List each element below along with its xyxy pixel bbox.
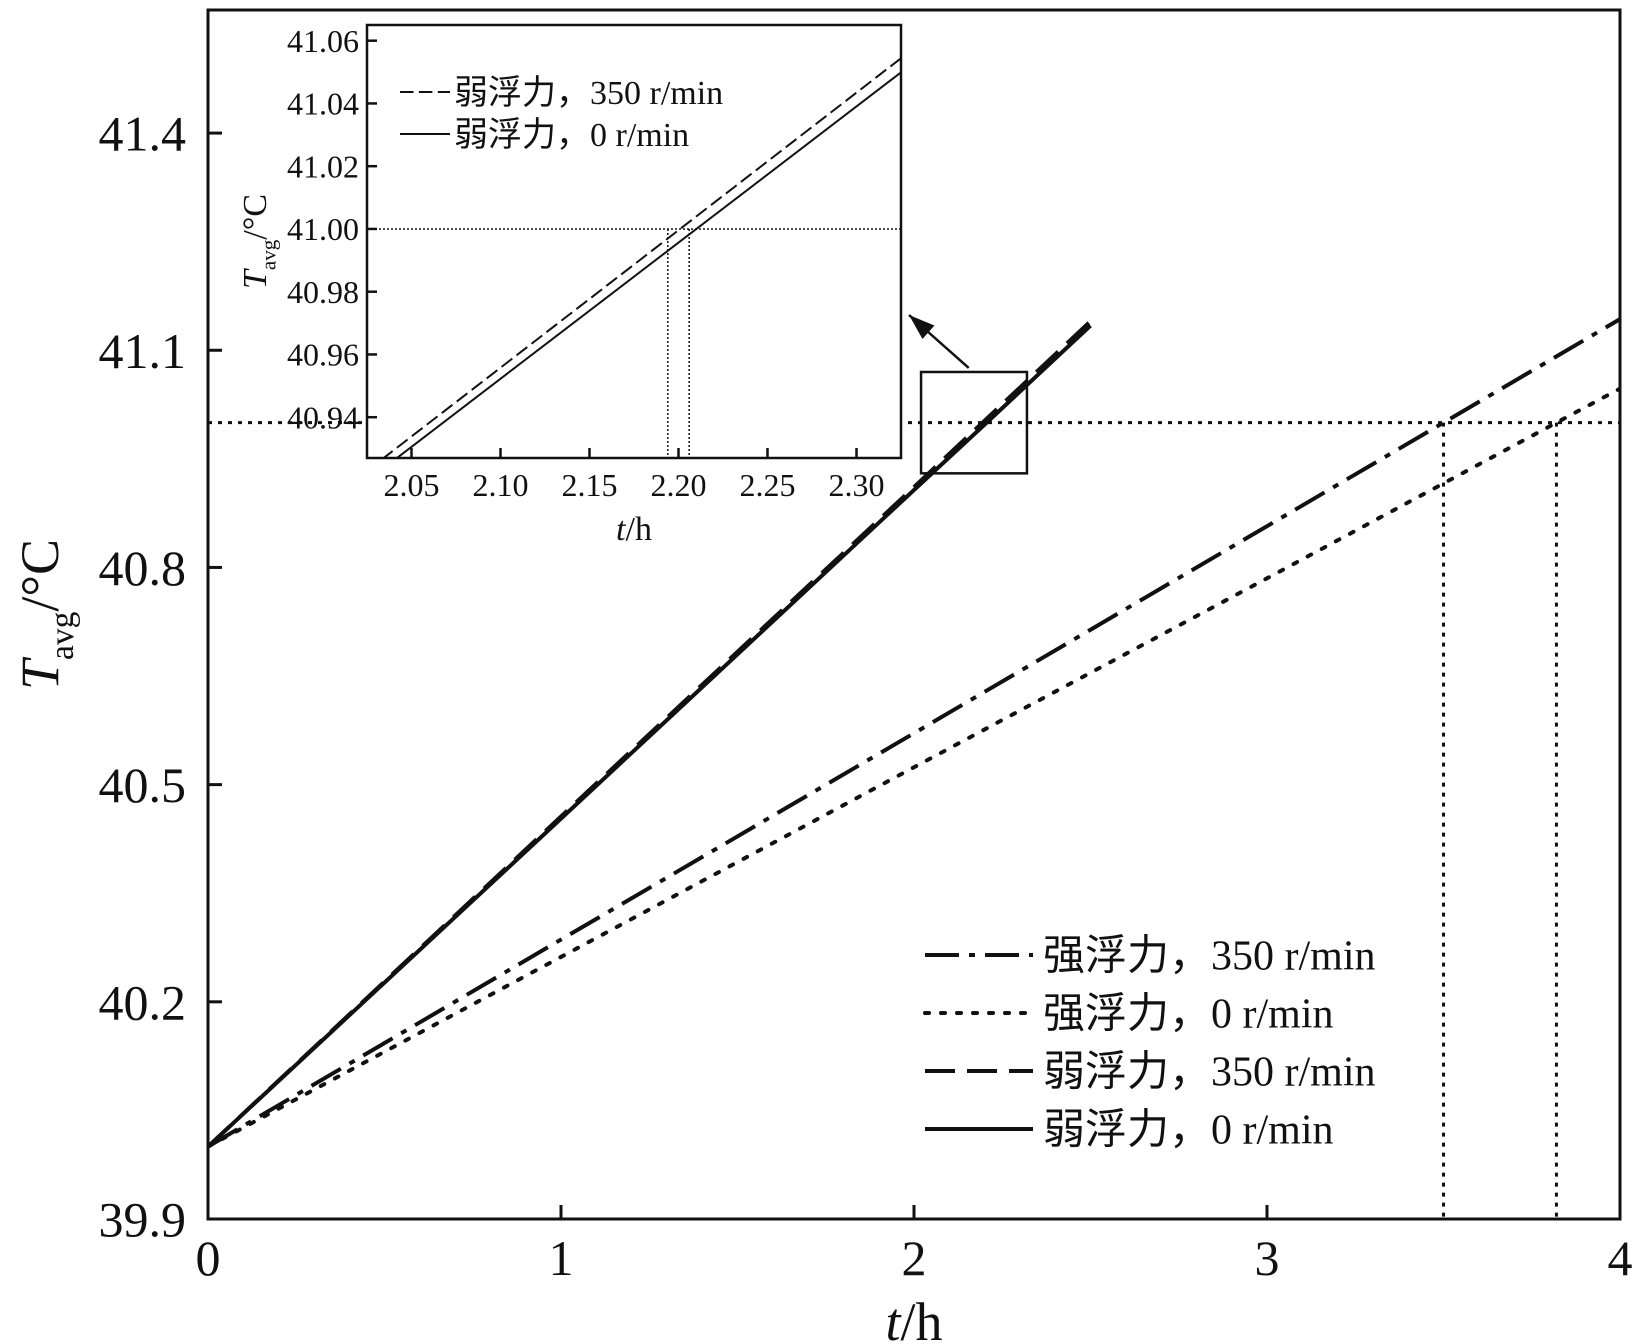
inset-y-axis-symbol: T bbox=[237, 268, 274, 289]
main-series-line-3 bbox=[208, 324, 1092, 1149]
inset-reference-lines bbox=[367, 228, 901, 458]
main-y-axis-symbol: T bbox=[10, 656, 70, 690]
main-series-group bbox=[208, 317, 1620, 1149]
inset-xtick-label-1: 2.10 bbox=[473, 467, 529, 503]
main-reference-lines bbox=[208, 421, 1620, 1219]
main-ytick-label-1: 40.2 bbox=[99, 974, 187, 1030]
inset-xtick-label-4: 2.25 bbox=[740, 467, 796, 503]
main-xtick-label-0: 0 bbox=[196, 1230, 221, 1286]
zoom-arrow-head bbox=[909, 315, 935, 339]
main-x-axis-title: t/h bbox=[885, 1292, 942, 1344]
inset-xtick-label-5: 2.30 bbox=[829, 467, 885, 503]
main-legend-label-2: 弱浮力，350 r/min bbox=[1043, 1050, 1376, 1096]
main-ytick-label-5: 41.4 bbox=[99, 106, 187, 162]
inset-ytick-label-3: 41.00 bbox=[287, 211, 359, 247]
inset-ytick-label-2: 40.98 bbox=[287, 274, 359, 310]
inset-series-line-1 bbox=[395, 71, 901, 458]
inset-y-axis-unit: /°C bbox=[237, 194, 274, 240]
main-xtick-label-1: 1 bbox=[549, 1230, 574, 1286]
inset-plot: 2.05 2.10 2.15 2.20 2.25 2.30 40.94 40.96 40.98 4… bbox=[237, 23, 970, 548]
main-ytick-label-4: 41.1 bbox=[99, 323, 187, 379]
inset-x-axis-unit: /h bbox=[626, 511, 652, 548]
inset-xtick-label-2: 2.15 bbox=[562, 467, 618, 503]
inset-ytick-label-1: 40.96 bbox=[287, 337, 359, 373]
inset-ytick-label-5: 41.04 bbox=[287, 86, 359, 122]
main-legend-label-0: 强浮力，350 r/min bbox=[1043, 934, 1376, 980]
main-x-axis-symbol: t bbox=[885, 1292, 902, 1344]
inset-plot-background bbox=[367, 25, 901, 458]
inset-legend-label-1: 弱浮力，0 r/min bbox=[454, 116, 689, 154]
main-ytick-label-2: 40.5 bbox=[99, 757, 187, 813]
inset-xtick-label-3: 2.20 bbox=[651, 467, 707, 503]
inset-axes-frame bbox=[365, 23, 903, 460]
main-y-axis-subscript: avg bbox=[44, 611, 81, 660]
main-legend-label-1: 强浮力，0 r/min bbox=[1043, 992, 1334, 1038]
inset-y-axis-title: Tavg/°C bbox=[237, 194, 281, 289]
main-x-axis-unit: /h bbox=[901, 1292, 943, 1344]
main-xtick-label-4: 4 bbox=[1608, 1230, 1633, 1286]
inset-legend-label-0: 弱浮力，350 r/min bbox=[454, 74, 723, 112]
inset-series-group bbox=[382, 57, 901, 458]
main-xtick-label-3: 3 bbox=[1255, 1230, 1280, 1286]
inset-ytick-label-4: 41.02 bbox=[287, 148, 359, 184]
inset-xtick-label-0: 2.05 bbox=[384, 467, 440, 503]
inset-y-axis-subscript: avg bbox=[257, 239, 281, 270]
main-xtick-label-2: 2 bbox=[902, 1230, 927, 1286]
inset-x-axis-title: t/h bbox=[616, 511, 652, 548]
inset-ytick-label-6: 41.06 bbox=[287, 23, 359, 59]
main-y-axis-unit: /°C bbox=[10, 539, 70, 612]
main-legend-label-3: 弱浮力，0 r/min bbox=[1043, 1108, 1334, 1154]
main-ytick-label-0: 39.9 bbox=[99, 1192, 187, 1248]
inset-x-axis-symbol: t bbox=[616, 511, 627, 548]
zoom-region-box bbox=[919, 370, 1029, 475]
main-series-line-0 bbox=[208, 317, 1620, 1149]
inset-ytick-label-0: 40.94 bbox=[287, 399, 359, 435]
main-y-axis-title: Tavg/°C bbox=[10, 539, 81, 690]
main-ytick-label-3: 40.8 bbox=[99, 540, 187, 596]
